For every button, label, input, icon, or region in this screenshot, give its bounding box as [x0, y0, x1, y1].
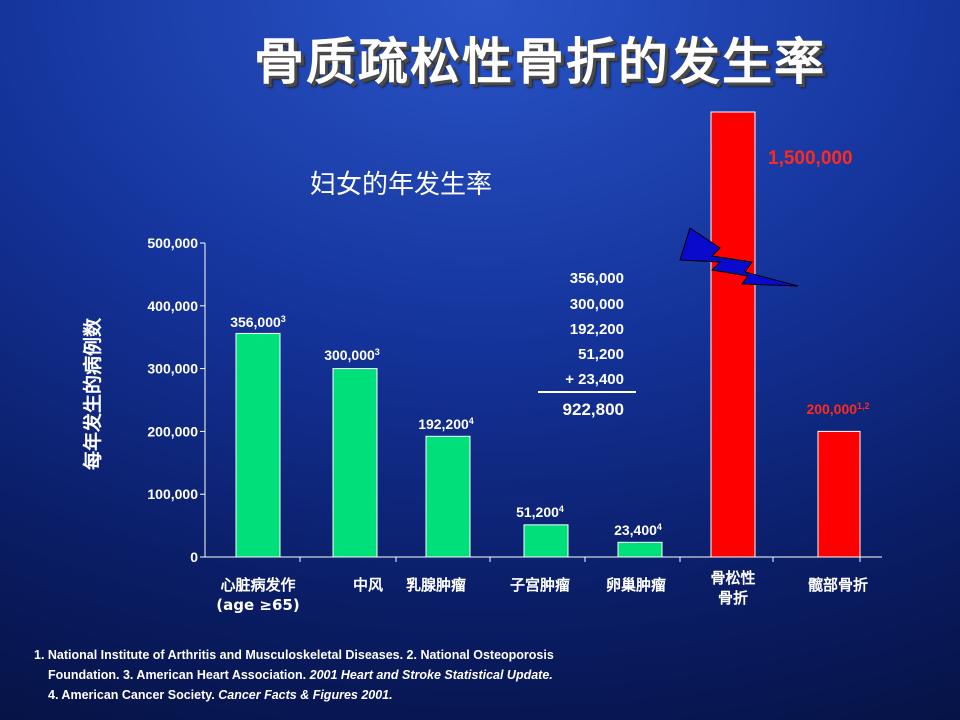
sum-line-3: 192,200 [569, 321, 624, 338]
bar-value-label-2: 192,2004 [418, 416, 474, 432]
category-label-1: 中风 [353, 576, 383, 594]
category-label-6: 髋部骨折 [808, 576, 868, 594]
bar-value-label-1: 300,0003 [324, 347, 380, 363]
bar-2 [425, 435, 471, 558]
y-tick-label: 400,000 [147, 298, 198, 314]
y-tick-label: 300,000 [147, 361, 198, 377]
footnote-line-3a: 4. American Cancer Society. [48, 688, 219, 702]
footnote-line-3b: Cancer Facts & Figures 2001. [218, 688, 393, 702]
bar-1 [332, 368, 378, 558]
category-label2-5: 骨折 [718, 589, 748, 607]
sum-line-4: 51,200 [578, 346, 624, 363]
bar-value-label-4: 23,4004 [614, 522, 662, 538]
lightning-bolt-icon [679, 227, 799, 287]
footnotes: 1. National Institute of Arthritis and M… [34, 645, 554, 705]
category-label-4: 卵巢肿瘤 [606, 576, 666, 594]
category-label-5: 骨松性 [710, 569, 755, 587]
y-tick-label: 0 [190, 549, 198, 565]
y-tick-label: 500,000 [147, 235, 198, 251]
sum-line-2: 300,000 [569, 296, 624, 313]
slide-title: 骨质疏松性骨折的发生率 [254, 33, 826, 91]
chart-subtitle: 妇女的年发生率 [310, 170, 493, 200]
footnote-line-3: 4. American Cancer Society. Cancer Facts… [34, 685, 554, 705]
category-label2-0: (age ≥65) [216, 596, 299, 614]
sum-line-1: 356,000 [569, 270, 624, 287]
sum-total: 922,800 [562, 400, 624, 419]
footnote-line-2: Foundation. 3. American Heart Associatio… [34, 665, 554, 685]
bar-value-label-6: 200,0001,2 [806, 401, 869, 417]
bar-value-label-0: 356,0003 [230, 314, 286, 330]
bar-3 [523, 524, 569, 558]
footnote-line-1: 1. National Institute of Arthritis and M… [34, 648, 554, 662]
osteoporosis-value-label: 1,500,000 [768, 148, 853, 169]
footnote-line-2b: 2001 Heart and Stroke Statistical Update… [309, 668, 553, 682]
y-tick-label: 100,000 [147, 486, 198, 502]
sum-divider [538, 391, 636, 393]
y-tick-label: 200,000 [147, 423, 198, 439]
bar-6 [817, 430, 861, 558]
bar-4 [617, 541, 663, 558]
category-label-3: 子宫肿瘤 [510, 576, 570, 594]
footnote-line-2a: Foundation. 3. American Heart Associatio… [48, 668, 310, 682]
bar-value-label-3: 51,2004 [516, 504, 564, 520]
sum-line-5: + 23,400 [565, 371, 624, 388]
bar-0 [235, 332, 281, 558]
category-label-2: 乳腺肿瘤 [406, 576, 466, 594]
bar-5 [710, 111, 756, 558]
category-label-0: 心脏病发作 [220, 576, 295, 594]
